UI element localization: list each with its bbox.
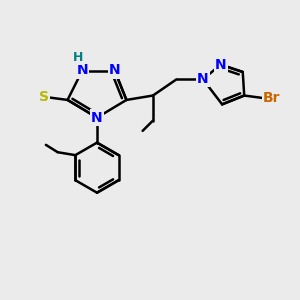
Text: N: N [215, 58, 226, 72]
Text: S: S [39, 90, 49, 104]
Text: N: N [197, 72, 209, 86]
Text: N: N [91, 111, 103, 124]
Text: H: H [73, 51, 83, 64]
Text: N: N [109, 64, 121, 77]
Text: N: N [76, 64, 88, 77]
Text: Br: Br [263, 92, 280, 106]
